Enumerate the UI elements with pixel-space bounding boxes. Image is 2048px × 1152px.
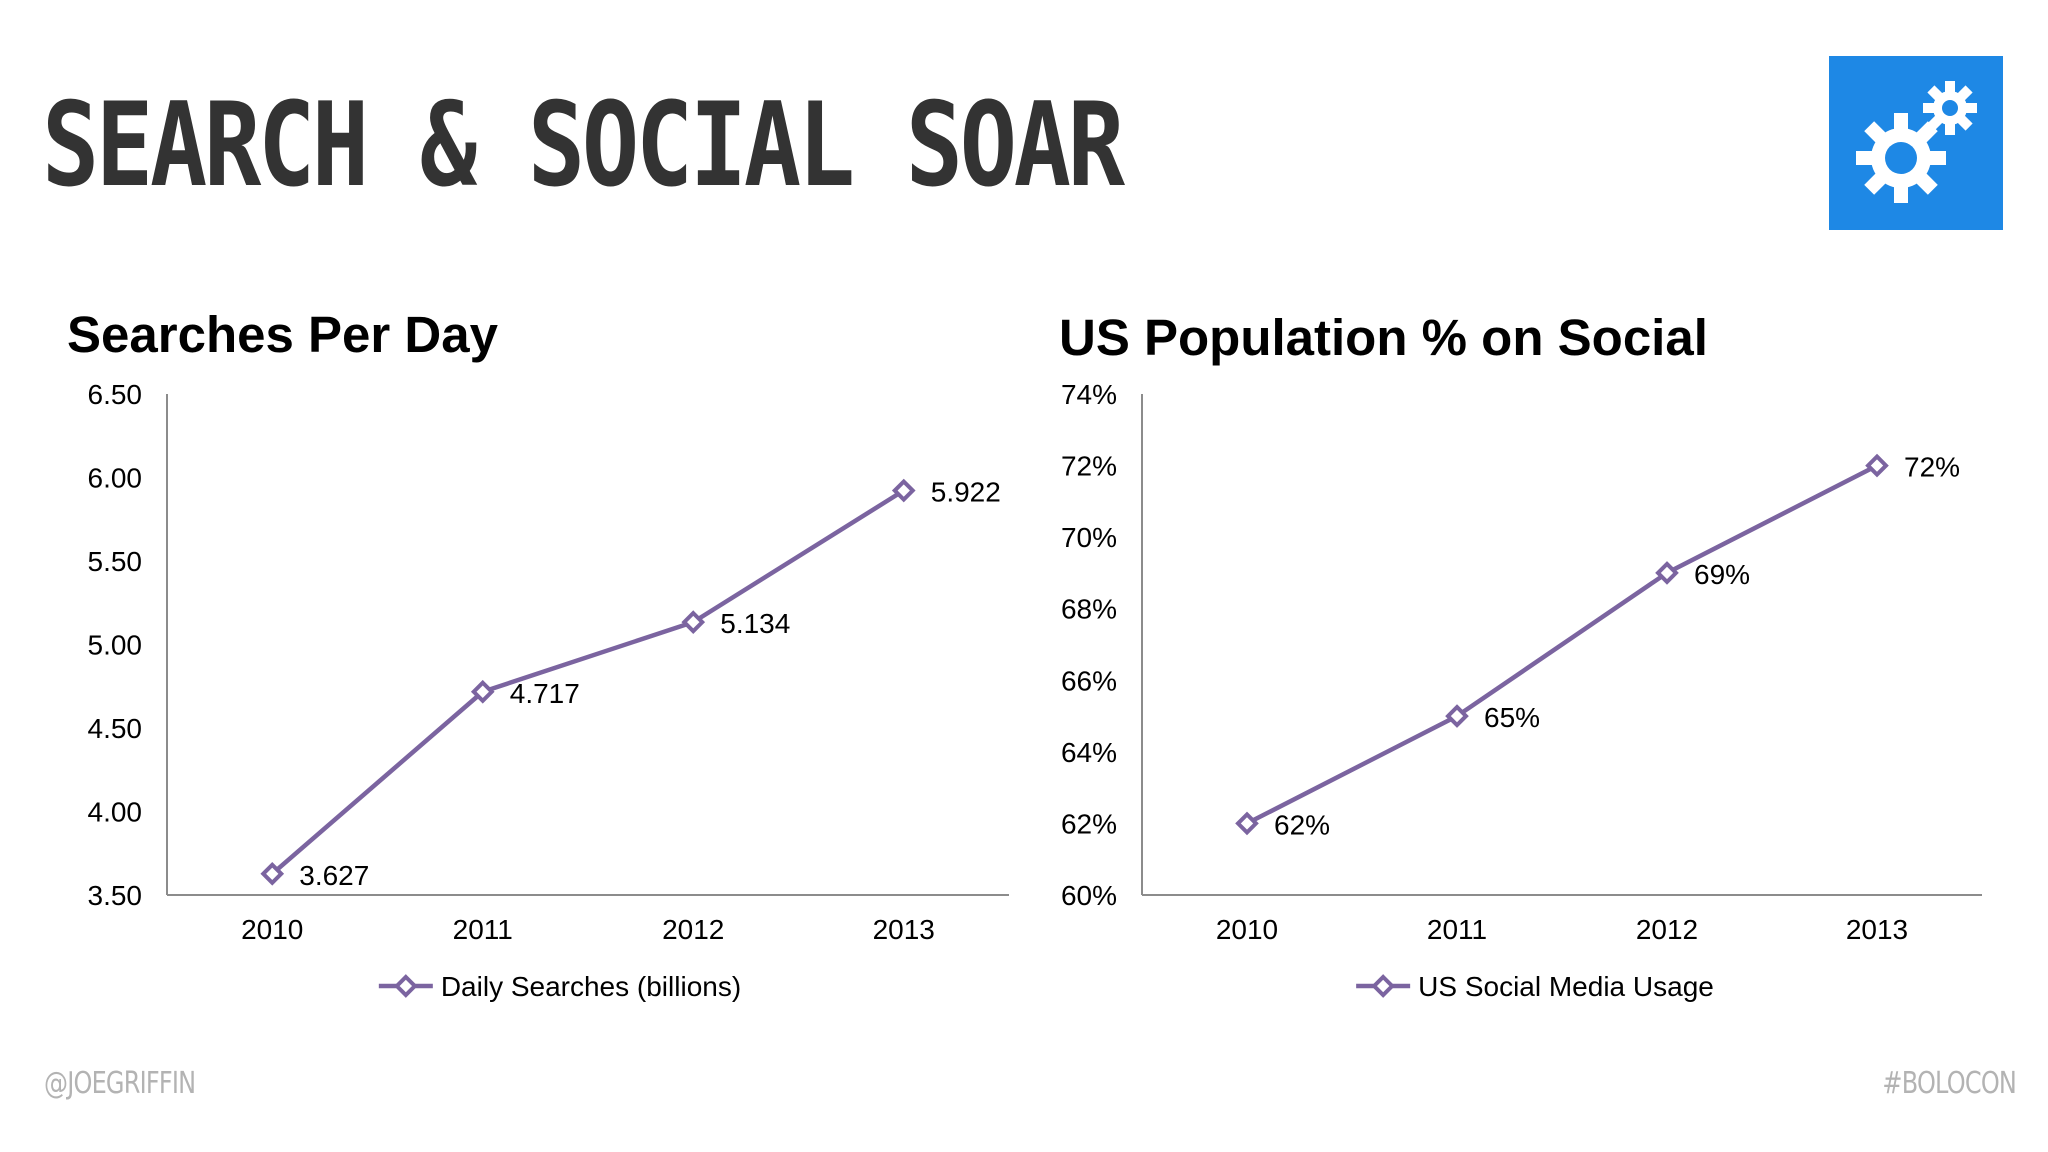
y-tick-label: 62%	[1061, 808, 1117, 839]
x-tick-label: 2011	[1427, 914, 1487, 945]
y-tick-label: 5.00	[88, 630, 143, 661]
footer-hashtag: #BOLOCON	[1882, 1066, 2016, 1101]
legend-marker	[1371, 974, 1395, 998]
y-tick-label: 74%	[1061, 379, 1117, 410]
gears-icon	[1829, 56, 2003, 230]
data-point	[1655, 561, 1679, 585]
legend-marker	[393, 974, 418, 998]
chart-title: Searches Per Day	[67, 306, 498, 363]
y-tick-label: 60%	[1061, 880, 1117, 911]
y-tick-label: 66%	[1061, 665, 1117, 696]
footer-handle: @JOEGRIFFIN	[44, 1066, 196, 1101]
series-line	[270, 488, 905, 876]
chart-title: US Population % on Social	[1059, 309, 1708, 366]
y-tick-label: 3.50	[88, 880, 143, 911]
series-line	[1245, 463, 1879, 826]
data-point	[681, 610, 706, 634]
data-label: 5.922	[931, 477, 1001, 508]
data-point	[470, 679, 495, 704]
data-label: 4.717	[510, 678, 580, 709]
y-tick-label: 68%	[1061, 594, 1117, 625]
data-label: 72%	[1904, 452, 1960, 483]
y-tick-label: 4.00	[88, 797, 143, 828]
x-tick-label: 2010	[241, 914, 303, 945]
slide-title: SEARCH & SOCIAL SOAR	[42, 78, 1125, 213]
data-point	[1865, 453, 1889, 478]
y-tick-label: 64%	[1061, 737, 1117, 768]
data-label: 62%	[1274, 809, 1330, 840]
y-tick-label: 72%	[1061, 451, 1117, 482]
data-point	[260, 861, 285, 886]
logo-badge	[1829, 56, 2003, 230]
x-tick-label: 2013	[873, 914, 935, 945]
y-tick-label: 5.50	[88, 546, 143, 577]
x-tick-label: 2010	[1216, 914, 1278, 945]
legend-label: US Social Media Usage	[1418, 971, 1714, 1002]
data-label: 5.134	[720, 608, 790, 639]
y-tick-label: 70%	[1061, 522, 1117, 553]
y-tick-label: 6.00	[88, 463, 143, 494]
data-point	[1235, 811, 1259, 836]
x-tick-label: 2012	[662, 914, 724, 945]
data-label: 3.627	[299, 860, 369, 891]
x-tick-label: 2011	[453, 914, 513, 945]
x-tick-label: 2013	[1846, 914, 1908, 945]
data-point	[1445, 704, 1469, 728]
y-tick-label: 6.50	[88, 379, 143, 410]
y-tick-label: 4.50	[88, 713, 143, 744]
data-label: 65%	[1484, 702, 1540, 733]
x-tick-label: 2012	[1636, 914, 1698, 945]
data-point	[891, 478, 916, 503]
legend-label: Daily Searches (billions)	[441, 971, 741, 1002]
data-label: 69%	[1694, 559, 1750, 590]
